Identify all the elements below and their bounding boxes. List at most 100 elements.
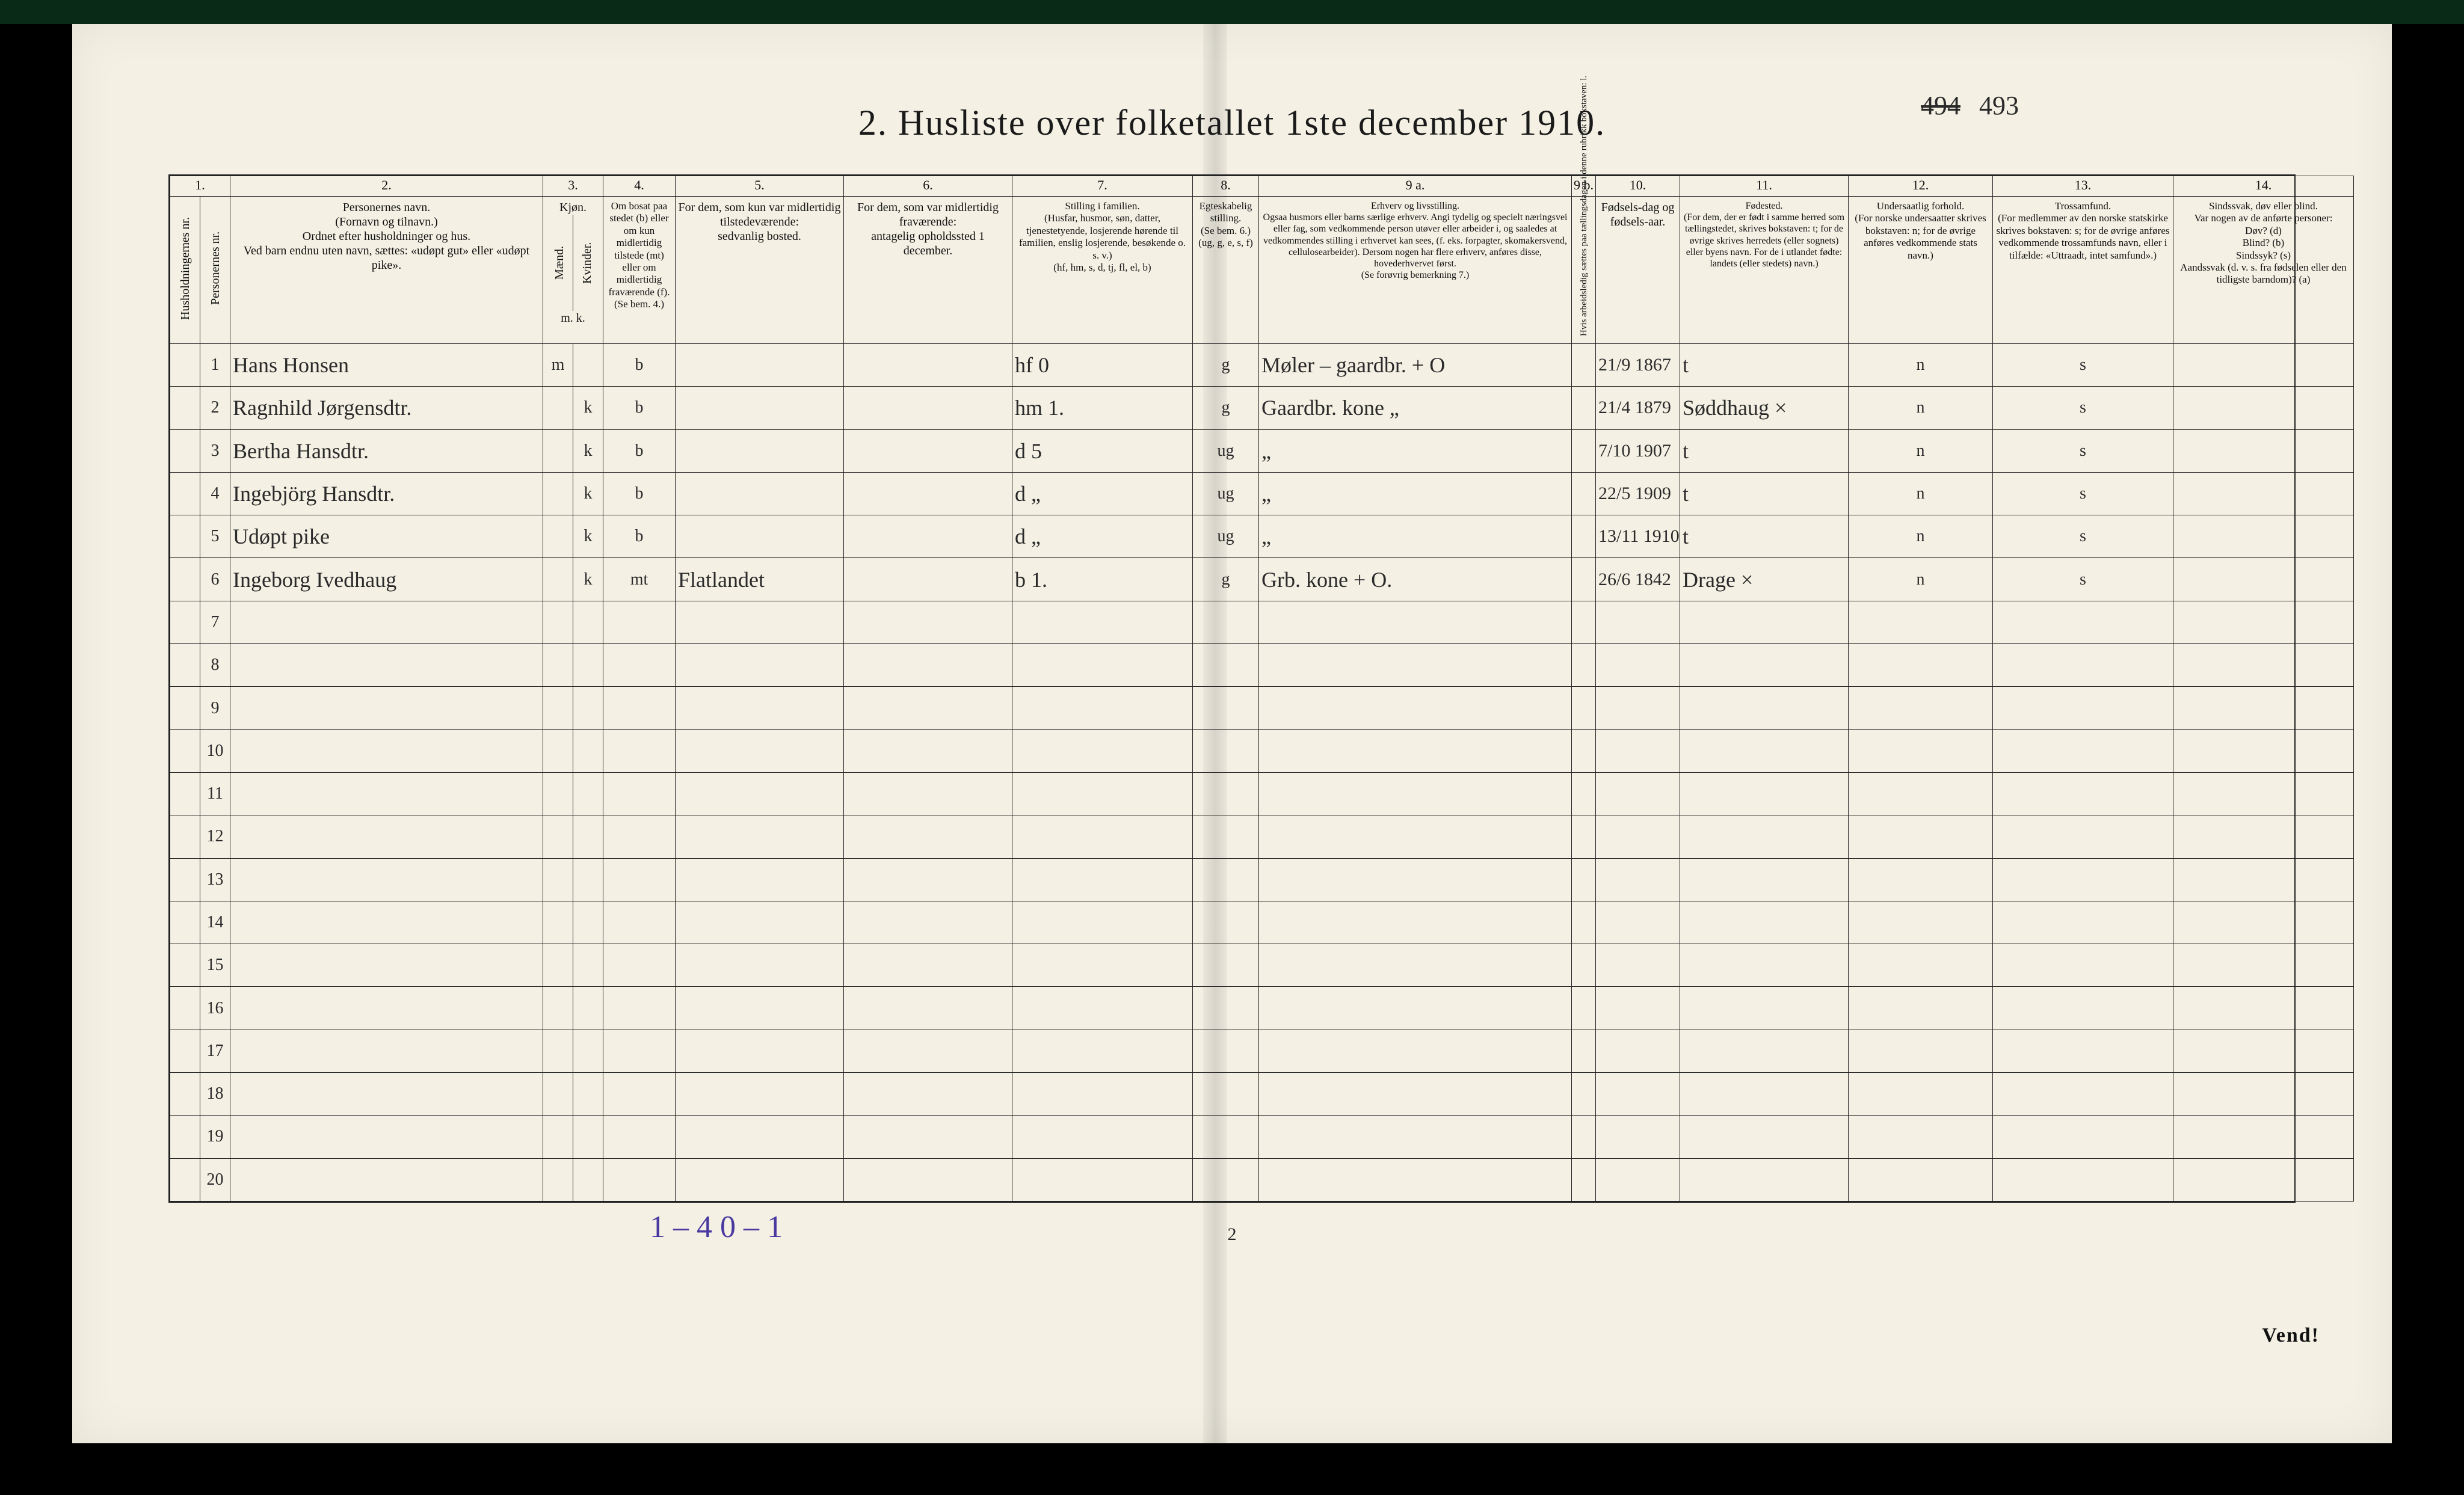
col-num-1: 1. bbox=[170, 176, 230, 197]
cell-marital bbox=[1193, 1158, 1259, 1201]
cell-name bbox=[230, 601, 543, 643]
cell-sex-k bbox=[573, 901, 603, 944]
cell-sex-m bbox=[543, 1116, 573, 1158]
rownum-person: 5 bbox=[200, 515, 230, 558]
table-row: 17 bbox=[170, 1030, 2354, 1072]
cell-marital: ug bbox=[1193, 515, 1259, 558]
cell-marital: ug bbox=[1193, 472, 1259, 515]
rownum-household bbox=[170, 729, 200, 772]
rownum-household bbox=[170, 344, 200, 387]
cell-marital bbox=[1193, 772, 1259, 815]
cell-family-position: d „ bbox=[1012, 472, 1193, 515]
cell-sex-m bbox=[543, 1030, 573, 1072]
cell-occupation bbox=[1259, 644, 1572, 687]
cell-sex-m bbox=[543, 944, 573, 987]
cell-temp-present bbox=[676, 429, 844, 472]
table-row: 10 bbox=[170, 729, 2354, 772]
cell-faith: s bbox=[1993, 429, 2173, 472]
table-row: 2Ragnhild Jørgensdtr.kbhm 1.gGaardbr. ko… bbox=[170, 387, 2354, 429]
cell-birthplace bbox=[1680, 987, 1849, 1030]
table-row: 16 bbox=[170, 987, 2354, 1030]
cell-family-position: b 1. bbox=[1012, 558, 1193, 601]
cell-occupation bbox=[1259, 858, 1572, 901]
cell-birth: 22/5 1909 bbox=[1596, 472, 1680, 515]
cell-birthplace bbox=[1680, 858, 1849, 901]
table-row: 3Bertha Hansdtr.kbd 5ug„7/10 1907tns bbox=[170, 429, 2354, 472]
hdr-nationality: Undersaatlig forhold. (For norske unders… bbox=[1849, 197, 1993, 344]
cell-sex-m bbox=[543, 987, 573, 1030]
rownum-household bbox=[170, 901, 200, 944]
cell-sex-k bbox=[573, 772, 603, 815]
hdr-residence: Om bosat paa stedet (b) eller om kun mid… bbox=[603, 197, 676, 344]
cell-sex-k bbox=[573, 687, 603, 729]
cell-name bbox=[230, 858, 543, 901]
rownum-person: 7 bbox=[200, 601, 230, 643]
cell-family-position bbox=[1012, 858, 1193, 901]
rownum-person: 18 bbox=[200, 1073, 230, 1116]
cell-sex-k bbox=[573, 1158, 603, 1201]
cell-nationality bbox=[1849, 687, 1993, 729]
cell-faith bbox=[1993, 729, 2173, 772]
cell-temp-present bbox=[676, 987, 844, 1030]
cell-birth bbox=[1596, 1158, 1680, 1201]
cell-temp-absent bbox=[844, 344, 1012, 387]
rownum-household bbox=[170, 772, 200, 815]
cell-name: Ingebjörg Hansdtr. bbox=[230, 472, 543, 515]
table-row: 6Ingeborg IvedhaugkmtFlatlandetb 1.gGrb.… bbox=[170, 558, 2354, 601]
cell-sex-m bbox=[543, 1158, 573, 1201]
cell-unemployed bbox=[1572, 515, 1596, 558]
table-row: 7 bbox=[170, 601, 2354, 643]
cell-faith bbox=[1993, 601, 2173, 643]
page-number-bottom: 2 bbox=[1228, 1224, 1237, 1245]
cell-name bbox=[230, 901, 543, 944]
cell-birthplace bbox=[1680, 644, 1849, 687]
cell-faith: s bbox=[1993, 387, 2173, 429]
cell-marital bbox=[1193, 858, 1259, 901]
cell-temp-present bbox=[676, 901, 844, 944]
cell-marital bbox=[1193, 644, 1259, 687]
turn-over-label: Vend! bbox=[2262, 1324, 2320, 1347]
cell-sex-k: k bbox=[573, 387, 603, 429]
cell-unemployed bbox=[1572, 644, 1596, 687]
document-page: 2. Husliste over folketallet 1ste decemb… bbox=[72, 24, 2392, 1443]
cell-faith bbox=[1993, 858, 2173, 901]
cell-residence: b bbox=[603, 387, 676, 429]
cell-birth: 13/11 1910 bbox=[1596, 515, 1680, 558]
cell-temp-absent bbox=[844, 558, 1012, 601]
cell-disability bbox=[2173, 644, 2354, 687]
cell-birth bbox=[1596, 1073, 1680, 1116]
cell-nationality bbox=[1849, 644, 1993, 687]
cell-birthplace bbox=[1680, 1158, 1849, 1201]
cell-birth: 21/9 1867 bbox=[1596, 344, 1680, 387]
rownum-household bbox=[170, 429, 200, 472]
cell-occupation bbox=[1259, 1158, 1572, 1201]
cell-birth bbox=[1596, 901, 1680, 944]
cell-sex-k bbox=[573, 1030, 603, 1072]
col-num-2: 2. bbox=[230, 176, 543, 197]
hdr-faith: Trossamfund. (For medlemmer av den norsk… bbox=[1993, 197, 2173, 344]
cell-unemployed bbox=[1572, 901, 1596, 944]
cell-occupation: „ bbox=[1259, 515, 1572, 558]
cell-temp-absent bbox=[844, 944, 1012, 987]
cell-birth: 26/6 1842 bbox=[1596, 558, 1680, 601]
cell-family-position bbox=[1012, 1073, 1193, 1116]
scan-top-edge bbox=[0, 0, 2464, 24]
census-table-wrap: 1. 2. 3. 4. 5. 6. 7. 8. 9 a. 9 b. 10. 11… bbox=[168, 174, 2296, 1203]
cell-marital: ug bbox=[1193, 429, 1259, 472]
page-title: 2. Husliste over folketallet 1ste decemb… bbox=[72, 102, 2392, 144]
cell-birthplace bbox=[1680, 1073, 1849, 1116]
cell-sex-k: k bbox=[573, 558, 603, 601]
table-row: 13 bbox=[170, 858, 2354, 901]
cell-nationality bbox=[1849, 1030, 1993, 1072]
cell-marital bbox=[1193, 901, 1259, 944]
col-num-6: 6. bbox=[844, 176, 1012, 197]
cell-disability bbox=[2173, 429, 2354, 472]
rownum-household bbox=[170, 515, 200, 558]
cell-name bbox=[230, 1116, 543, 1158]
cell-temp-present bbox=[676, 1030, 844, 1072]
col-num-4: 4. bbox=[603, 176, 676, 197]
cell-unemployed bbox=[1572, 772, 1596, 815]
cell-unemployed bbox=[1572, 1116, 1596, 1158]
cell-marital bbox=[1193, 1073, 1259, 1116]
rownum-household bbox=[170, 472, 200, 515]
